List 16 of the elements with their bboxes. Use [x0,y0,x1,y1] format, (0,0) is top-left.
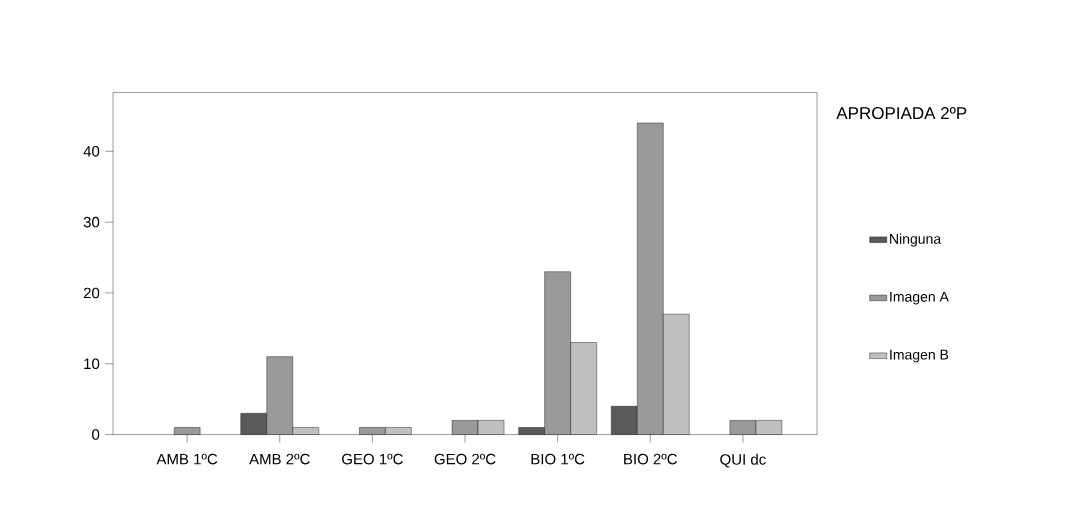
y-tick-label: 30 [83,216,100,228]
y-tick-label: 40 [83,146,100,157]
x-tick-label: AMB 2ºC [249,453,310,465]
x-tick-label: AMB 1ºC [156,453,218,465]
y-tick-label: 20 [83,287,100,299]
x-tick-label: GEO 1ºC [342,453,403,465]
legend-label: Imagen A [890,291,949,305]
legend-label: Imagen B [890,349,949,363]
x-tick-label: QUI dc [720,453,766,468]
y-tick-label: 0 [92,429,100,440]
x-tick-label: BIO 1ºC [531,453,585,465]
legend-title: APROPIADA 2ºP [836,107,967,120]
x-tick-label: BIO 2ºC [624,453,678,465]
x-tick-label: GEO 2ºC [434,453,496,465]
legend-label: Ninguna [890,233,942,247]
y-tick-label: 10 [84,358,100,370]
